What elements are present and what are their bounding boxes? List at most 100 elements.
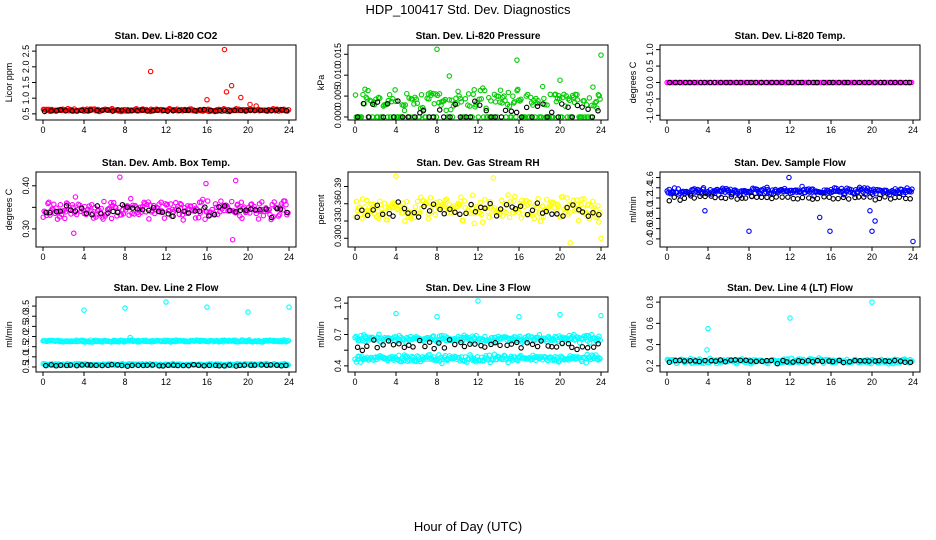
data-point [359, 215, 365, 221]
mean-point [585, 106, 591, 113]
data-point [487, 198, 493, 205]
mean-point [182, 107, 188, 114]
mean-point [396, 340, 402, 347]
x-tick-label: 20 [555, 125, 565, 135]
data-point [414, 198, 421, 205]
mean-point [185, 210, 192, 216]
x-tick-label: 24 [908, 252, 918, 262]
mean-point [441, 345, 448, 351]
mean-point [175, 207, 182, 213]
x-tick-label: 4 [81, 377, 86, 387]
data-point [469, 114, 475, 120]
mean-point [768, 357, 775, 364]
data-point [510, 93, 516, 99]
mean-point [882, 194, 888, 200]
x-tick-label: 20 [243, 377, 253, 387]
data-point [387, 114, 394, 120]
data-point [365, 87, 371, 94]
data-point [583, 332, 590, 339]
data-point [470, 91, 477, 98]
data-point [352, 356, 358, 362]
data-point [546, 204, 552, 211]
data-point [184, 203, 191, 209]
data-point [512, 193, 518, 200]
mean-point [866, 358, 872, 364]
data-point [68, 211, 74, 217]
data-point [402, 102, 409, 108]
y-tick-label: 1.0 [21, 92, 31, 105]
y-tick-label: 1.6 [645, 171, 655, 184]
data-point [377, 198, 383, 205]
mean-point [570, 202, 576, 208]
mean-point [390, 213, 396, 219]
data-point [280, 207, 286, 213]
x-tick-label: 24 [284, 125, 294, 135]
mean-point [79, 107, 85, 114]
outlier-point [147, 68, 154, 75]
data-point [536, 210, 542, 216]
mean-point [702, 79, 708, 86]
data-point [565, 96, 571, 102]
mean-point [119, 362, 125, 369]
data-point [359, 337, 366, 344]
outlier-point [446, 73, 453, 79]
data-point [506, 214, 513, 221]
data-point [213, 204, 220, 211]
mean-point [809, 358, 816, 365]
mean-point [176, 107, 182, 114]
mean-point [181, 208, 187, 215]
x-tick-label: 8 [122, 125, 127, 135]
mean-point [452, 209, 458, 216]
mean-point [216, 363, 222, 369]
mean-point [124, 204, 130, 210]
mean-point [109, 108, 116, 114]
panel-8: Stan. Dev. Line 4 (LT) Flow ml/min 0 4 8 12 16… [628, 283, 921, 387]
data-point [890, 79, 896, 86]
mean-point [518, 114, 525, 120]
data-point [271, 199, 277, 205]
data-point [675, 186, 682, 192]
outlier-point [117, 174, 123, 180]
data-point [700, 185, 707, 191]
plot-frame [659, 171, 921, 248]
data-point [43, 212, 50, 219]
outlier-point [204, 304, 210, 310]
mean-point [144, 108, 151, 114]
data-point [475, 114, 482, 120]
x-tick-label: 16 [826, 377, 836, 387]
data-point [259, 199, 265, 205]
mean-point [221, 107, 228, 114]
data-point [544, 196, 550, 203]
outlier-point [434, 46, 440, 53]
mean-point [170, 108, 176, 114]
data-point [358, 114, 365, 120]
mean-point [405, 114, 412, 120]
y-tick-label: 1.2 [645, 192, 655, 205]
mean-point [524, 340, 530, 346]
mean-point [458, 339, 464, 346]
y-tick-label: 1.4 [645, 182, 655, 195]
x-tick-label: 16 [514, 125, 524, 135]
outlier-point [702, 208, 708, 214]
mean-point [872, 358, 879, 364]
mean-point [713, 358, 719, 364]
mean-point [819, 358, 826, 365]
data-point [481, 87, 488, 94]
data-point [399, 210, 406, 216]
mean-point [691, 79, 698, 86]
data-point [597, 96, 603, 102]
data-point [204, 198, 211, 204]
mean-point [412, 114, 418, 120]
mean-point [712, 79, 718, 86]
data-point [583, 102, 590, 108]
mean-point [207, 107, 214, 114]
mean-point [492, 339, 499, 346]
outlier-point [122, 305, 128, 311]
x-tick-label: 4 [81, 125, 86, 135]
y-tick-label: 1.5 [21, 340, 31, 353]
data-point [503, 209, 509, 216]
panel-title: Stan. Dev. Line 3 Flow [426, 283, 531, 294]
y-tick-label: 0.8 [645, 212, 655, 225]
mean-point [467, 341, 473, 347]
x-tick-label: 8 [122, 252, 127, 262]
